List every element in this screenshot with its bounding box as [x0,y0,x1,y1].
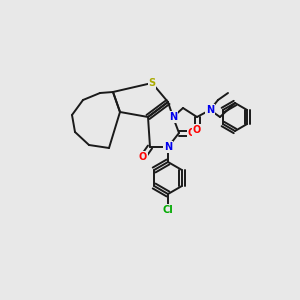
Text: N: N [169,112,177,122]
Text: Cl: Cl [163,205,173,215]
Text: N: N [206,105,214,115]
Text: O: O [139,152,147,162]
Text: S: S [148,78,156,88]
Text: O: O [193,125,201,135]
Text: N: N [164,142,172,152]
Text: O: O [188,128,196,138]
